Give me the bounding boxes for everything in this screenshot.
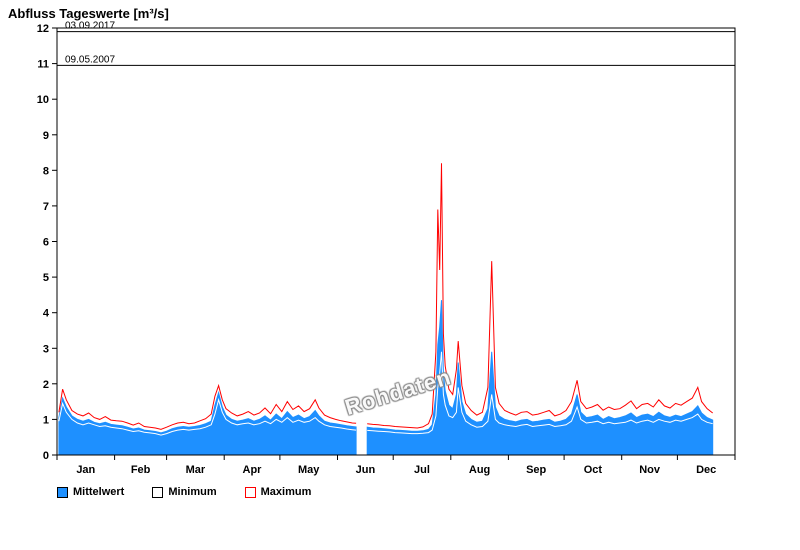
legend-label-minimum: Minimum <box>168 486 217 498</box>
legend-item-maximum: Maximum <box>244 486 312 498</box>
y-tick-label: 8 <box>43 165 49 177</box>
x-tick-label: Mar <box>186 464 206 476</box>
series-min-line <box>58 351 713 436</box>
x-tick-label: Jun <box>356 464 376 476</box>
y-tick-label: 2 <box>43 379 49 391</box>
chart-title: Abfluss Tageswerte [m³/s] <box>8 6 169 21</box>
legend-label-mittelwert: Mittelwert <box>73 486 125 498</box>
x-tick-label: Oct <box>584 464 603 476</box>
x-tick-label: Nov <box>639 464 661 476</box>
y-tick-label: 11 <box>37 59 49 71</box>
max-swatch-icon <box>244 486 256 498</box>
y-tick-label: 9 <box>43 130 49 142</box>
series-max-line <box>58 163 714 430</box>
y-tick-label: 7 <box>43 201 49 213</box>
x-tick-label: Aug <box>469 464 490 476</box>
y-tick-label: 1 <box>43 414 49 426</box>
x-axis: Jan Feb Mar Apr May Jun Jul Aug Sep Oct Nov Dec <box>56 455 736 476</box>
y-tick-label: 12 <box>37 23 49 35</box>
y-tick-label: 5 <box>43 272 49 284</box>
x-tick-label: Apr <box>243 464 263 476</box>
mean-swatch-icon <box>57 486 68 498</box>
y-tick-label: 0 <box>43 450 49 462</box>
x-tick-label: Dec <box>696 464 716 476</box>
x-tick-label: May <box>298 464 320 476</box>
x-tick-label: Feb <box>131 464 151 476</box>
x-tick-label: Jan <box>76 464 95 476</box>
chart-legend: Mittelwert Minimum Maximum <box>57 486 311 498</box>
legend-label-maximum: Maximum <box>260 486 312 498</box>
min-swatch-icon <box>152 486 164 498</box>
y-tick-label: 4 <box>43 308 50 320</box>
y-tick-label: 6 <box>43 237 49 249</box>
y-tick-label: 10 <box>37 94 49 106</box>
y-tick-label: 3 <box>43 343 49 355</box>
x-tick-label: Jul <box>414 464 430 476</box>
legend-item-mittelwert: Mittelwert <box>57 486 124 498</box>
x-tick-label: Sep <box>526 464 546 476</box>
reference-lines: 03.09.2017 09.05.2007 <box>57 21 735 66</box>
legend-item-minimum: Minimum <box>152 486 217 498</box>
reference-line-label: 03.09.2017 <box>65 21 115 32</box>
reference-line-label: 09.05.2007 <box>65 54 115 65</box>
